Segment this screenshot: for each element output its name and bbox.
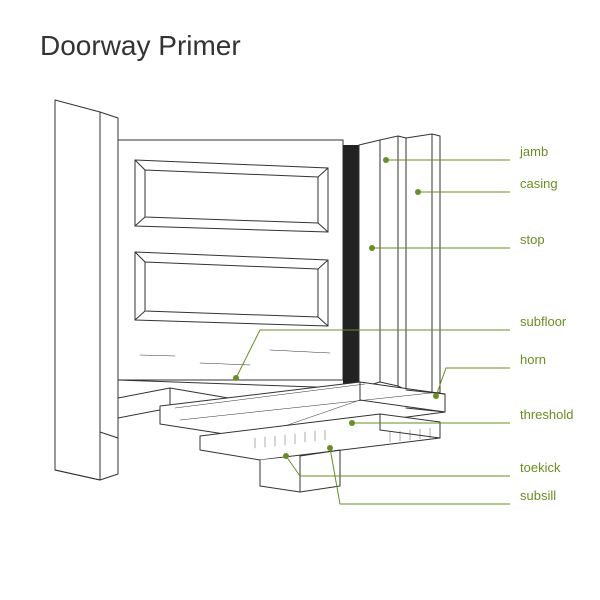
doorway-diagram [0,0,600,600]
label-horn: horn [520,352,546,367]
label-stop: stop [520,232,545,247]
label-subfloor: subfloor [520,314,566,329]
label-jamb: jamb [520,144,548,159]
label-toekick: toekick [520,460,560,475]
label-subsill: subsill [520,488,556,503]
label-casing: casing [520,176,558,191]
label-threshold: threshold [520,407,573,422]
